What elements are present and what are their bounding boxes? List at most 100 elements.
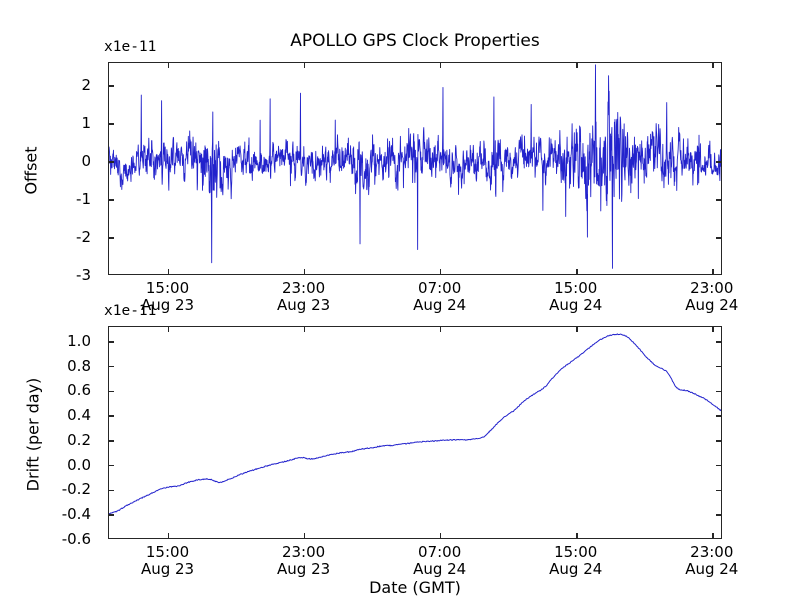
x-tick-mark	[167, 269, 170, 274]
x-tick-mark	[711, 269, 714, 274]
y-tick-mark	[716, 365, 721, 368]
y-tick-label: -1	[76, 189, 91, 208]
x-tick-label: 23:00 Aug 24	[657, 280, 767, 314]
y-tick-mark	[109, 199, 114, 201]
x-tick-mark	[711, 63, 714, 68]
y-tick-label: 0.8	[67, 356, 91, 375]
y-tick-mark	[716, 415, 721, 417]
x-tick-mark	[303, 269, 306, 274]
x-tick-label: 07:00 Aug 24	[385, 544, 495, 578]
y-tick-label: -2	[76, 227, 91, 246]
drift-y-axis-label: Drift (per day)	[23, 377, 43, 492]
x-tick-time: 15:00	[554, 279, 598, 297]
x-axis-label: Date (GMT)	[369, 578, 461, 597]
y-tick-label: 0.4	[67, 406, 91, 425]
y-tick-mark	[716, 489, 721, 492]
y-tick-mark	[109, 489, 114, 492]
y-tick-mark	[109, 514, 114, 517]
y-tick-label: 2	[81, 75, 91, 94]
y-tick-label: 0	[81, 151, 91, 170]
x-tick-date: Aug 24	[685, 560, 739, 578]
x-tick-label: 15:00 Aug 23	[113, 544, 223, 578]
x-tick-time: 07:00	[418, 543, 462, 561]
x-tick-mark	[439, 63, 442, 68]
y-tick-mark	[716, 199, 721, 201]
x-tick-date: Aug 24	[549, 560, 603, 578]
y-tick-mark	[716, 237, 721, 239]
x-tick-date: Aug 24	[413, 296, 467, 314]
y-tick-label: -0.6	[61, 530, 91, 548]
x-tick-label: 07:00 Aug 24	[385, 280, 495, 314]
y-tick-mark	[716, 341, 721, 343]
y-tick-label: 1	[81, 113, 91, 132]
y-tick-label: 0.6	[67, 381, 91, 400]
x-tick-mark	[575, 533, 578, 538]
y-tick-mark	[109, 390, 114, 393]
drift-y-exponent-label: x1e-11	[104, 303, 157, 319]
x-tick-date: Aug 24	[413, 560, 467, 578]
x-tick-date: Aug 23	[277, 296, 331, 314]
y-tick-label: -3	[76, 266, 91, 284]
y-tick-label: 1.0	[67, 331, 91, 350]
x-tick-mark	[575, 63, 578, 68]
x-tick-time: 07:00	[418, 279, 462, 297]
y-tick-label: -0.4	[61, 505, 91, 524]
x-tick-label: 23:00 Aug 24	[657, 544, 767, 578]
y-tick-mark	[716, 123, 721, 125]
y-tick-mark	[109, 365, 114, 368]
drift-series-path	[109, 327, 721, 538]
x-tick-label: 15:00 Aug 23	[113, 280, 223, 314]
offset-y-axis-label: Offset	[21, 146, 41, 195]
x-tick-date: Aug 23	[140, 560, 195, 578]
y-tick-mark	[716, 464, 721, 467]
x-tick-time: 15:00	[145, 543, 190, 561]
y-tick-mark	[716, 161, 721, 163]
drift-x-tick-labels: 15:00 Aug 23 23:00 Aug 23 07:00 Aug 24 15:00 Au…	[108, 542, 738, 582]
y-tick-mark	[109, 85, 114, 87]
y-tick-mark	[716, 440, 721, 442]
y-tick-mark	[716, 390, 721, 393]
x-tick-time: 23:00	[281, 279, 326, 297]
drift-plot-axes	[108, 326, 722, 539]
x-tick-mark	[439, 533, 442, 538]
x-tick-date: Aug 23	[277, 560, 331, 578]
x-tick-mark	[711, 327, 714, 332]
x-tick-mark	[439, 269, 442, 274]
x-tick-mark	[303, 63, 306, 68]
y-tick-label: 0.2	[67, 430, 91, 449]
y-tick-mark	[109, 123, 114, 125]
x-tick-date: Aug 24	[685, 296, 739, 314]
y-tick-mark	[716, 514, 721, 517]
x-tick-mark	[439, 327, 442, 332]
offset-x-tick-labels: 15:00 Aug 23 23:00 Aug 23 07:00 Aug 24 15:00 Au…	[108, 278, 738, 318]
x-tick-time: 15:00	[145, 279, 190, 297]
offset-y-exponent-label: x1e-11	[104, 39, 157, 55]
x-tick-label: 23:00 Aug 23	[249, 280, 359, 314]
x-tick-mark	[303, 327, 306, 332]
y-tick-mark	[109, 415, 114, 417]
offset-series-path	[109, 63, 721, 274]
x-tick-time: 23:00	[690, 279, 734, 297]
y-tick-mark	[109, 161, 114, 163]
y-tick-mark	[109, 237, 114, 239]
figure-title: APOLLO GPS Clock Properties	[290, 31, 540, 51]
offset-y-tick-labels: 2 1 0 -1 -2 -3	[0, 62, 98, 284]
x-tick-mark	[167, 327, 170, 332]
x-tick-time: 23:00	[281, 543, 326, 561]
offset-plot-axes	[108, 62, 722, 275]
x-tick-time: 23:00	[690, 543, 734, 561]
y-tick-label: -0.2	[61, 480, 91, 499]
x-tick-label: 15:00 Aug 24	[521, 280, 631, 314]
x-tick-mark	[167, 533, 170, 538]
x-tick-time: 15:00	[554, 543, 598, 561]
drift-y-tick-labels: 1.0 0.8 0.6 0.4 0.2 0.0 -0.2 -0.4 -0.6	[0, 326, 98, 548]
x-tick-date: Aug 24	[549, 296, 603, 314]
x-tick-mark	[167, 63, 170, 68]
x-tick-label: 23:00 Aug 23	[249, 544, 359, 578]
y-tick-mark	[109, 440, 114, 442]
x-tick-date: Aug 23	[140, 296, 195, 314]
y-tick-mark	[109, 464, 114, 467]
x-tick-mark	[575, 269, 578, 274]
y-tick-mark	[109, 341, 114, 343]
